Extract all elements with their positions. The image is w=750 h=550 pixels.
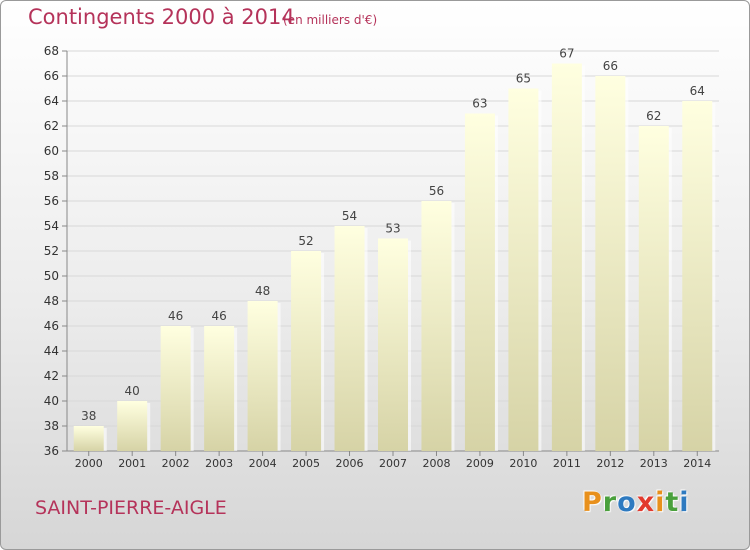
data-label: 54 — [342, 209, 357, 223]
x-tick-label: 2014 — [683, 457, 711, 470]
x-tick-label: 2012 — [596, 457, 624, 470]
bar — [595, 76, 626, 451]
y-tick-label: 44 — [44, 344, 59, 358]
y-tick-label: 66 — [44, 69, 59, 83]
data-label: 64 — [690, 84, 705, 98]
x-tick-label: 2004 — [249, 457, 277, 470]
bar — [638, 126, 669, 451]
data-label: 66 — [603, 59, 618, 73]
bar — [117, 401, 148, 451]
bar — [464, 113, 495, 451]
logo-letter: P — [582, 487, 603, 518]
x-tick-label: 2003 — [205, 457, 233, 470]
bar — [291, 251, 322, 451]
y-tick-label: 52 — [44, 244, 59, 258]
place-name: SAINT-PIERRE-AIGLE — [35, 497, 227, 519]
y-tick-label: 40 — [44, 394, 59, 408]
bars — [73, 63, 716, 451]
bar — [247, 301, 278, 451]
data-label: 63 — [472, 97, 487, 111]
x-tick-label: 2001 — [118, 457, 146, 470]
y-tick-label: 68 — [44, 44, 59, 58]
data-label: 46 — [211, 309, 226, 323]
bar — [421, 201, 452, 451]
data-label: 38 — [81, 409, 96, 423]
y-tick-label: 38 — [44, 419, 59, 433]
logo-letter: i — [655, 487, 666, 518]
data-label: 40 — [125, 384, 140, 398]
proxiti-logo: Proxiti — [582, 487, 690, 518]
x-tick-label: 2011 — [553, 457, 581, 470]
x-tick-label: 2005 — [292, 457, 320, 470]
logo-letter: o — [617, 487, 637, 518]
data-label: 53 — [385, 222, 400, 236]
bar — [378, 238, 408, 451]
x-tick-label: 2007 — [379, 457, 407, 470]
x-tick-label: 2006 — [336, 457, 364, 470]
data-label: 62 — [646, 109, 661, 123]
logo-letter: x — [636, 487, 656, 518]
data-label: 56 — [429, 184, 444, 198]
x-tick-label: 2010 — [509, 457, 537, 470]
y-tick-label: 56 — [44, 194, 59, 208]
data-label: 67 — [559, 47, 574, 61]
x-tick-labels: 2000 2001 2002 2003 2004 2005 2006 2007 2008 2009… — [75, 457, 712, 470]
logo-letter: r — [602, 487, 618, 518]
x-tick-label: 2009 — [466, 457, 494, 470]
bar — [204, 326, 235, 451]
y-tick-label: 60 — [44, 144, 59, 158]
data-label: 48 — [255, 284, 270, 298]
y-tick-label: 46 — [44, 319, 59, 333]
bar — [73, 426, 104, 451]
bar — [682, 101, 713, 451]
data-labels: 38 40 46 46 48 52 54 53 56 63 65 67 66 62 64 — [81, 47, 705, 424]
y-tick-label: 42 — [44, 369, 59, 383]
chart-subtitle: (en milliers d'€) — [283, 13, 378, 27]
bar — [508, 88, 539, 451]
logo-letter: t — [665, 487, 680, 518]
bar — [551, 63, 582, 451]
bar — [160, 326, 191, 451]
x-tick-label: 2000 — [75, 457, 103, 470]
y-tick-label: 64 — [44, 94, 59, 108]
y-tick-label: 62 — [44, 119, 59, 133]
x-tick-label: 2002 — [162, 457, 190, 470]
y-tick-label: 54 — [44, 219, 59, 233]
chart-title: Contingents 2000 à 2014 — [28, 5, 295, 29]
y-tick-labels: 36 38 40 42 44 46 48 50 52 54 56 58 60 62 64 66 68 — [44, 44, 59, 458]
data-label: 65 — [516, 72, 531, 86]
y-tick-label: 36 — [44, 444, 59, 458]
data-label: 52 — [298, 234, 313, 248]
bar — [334, 226, 365, 451]
data-label: 46 — [168, 309, 183, 323]
y-tick-label: 48 — [44, 294, 59, 308]
x-tick-label: 2008 — [422, 457, 450, 470]
x-tick-label: 2013 — [640, 457, 668, 470]
logo-letter: i — [679, 487, 690, 518]
y-tick-label: 58 — [44, 169, 59, 183]
y-tick-label: 50 — [44, 269, 59, 283]
